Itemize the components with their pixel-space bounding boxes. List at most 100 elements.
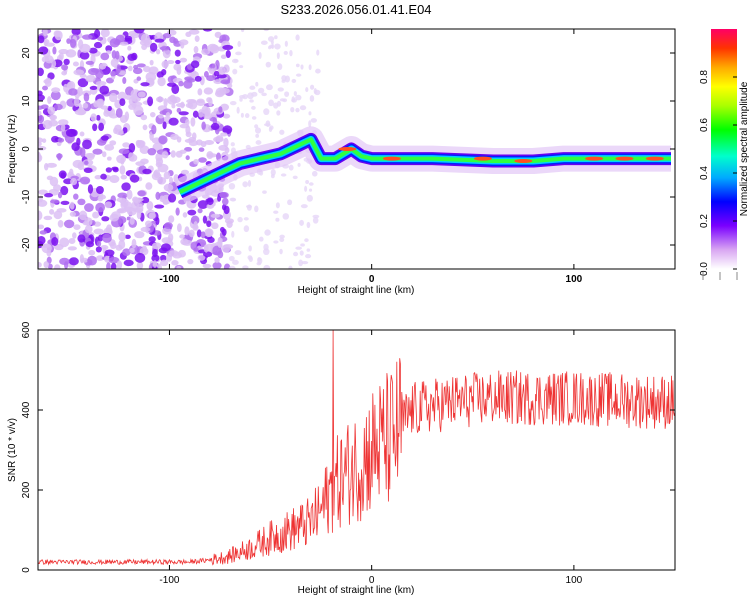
noise-blob (279, 98, 286, 102)
noise-blob (38, 152, 42, 162)
noise-blob (57, 119, 69, 126)
noise-blob (38, 261, 42, 268)
noise-blob (198, 157, 207, 163)
noise-blob (316, 49, 320, 56)
noise-blob (50, 90, 61, 101)
noise-blob (57, 137, 65, 143)
noise-blob (193, 221, 198, 230)
noise-blob (77, 78, 89, 88)
noise-blob (83, 92, 90, 102)
noise-blob (151, 124, 157, 135)
noise-blob (52, 46, 57, 55)
noise-blob (111, 50, 117, 59)
noise-blob (104, 201, 113, 209)
noise-blob (100, 245, 109, 250)
noise-blob (105, 45, 113, 52)
noise-blob (132, 208, 144, 213)
noise-blob (155, 217, 160, 225)
noise-blob (162, 48, 171, 59)
noise-blob (193, 46, 199, 54)
noise-blob (314, 89, 321, 96)
noise-blob (168, 117, 179, 126)
noise-blob (79, 51, 90, 60)
noise-blob (105, 77, 114, 84)
noise-blob (295, 246, 302, 250)
noise-blob (84, 203, 94, 212)
noise-blob (163, 183, 174, 192)
noise-blob (108, 256, 120, 264)
noise-blob (72, 232, 77, 239)
noise-blob (140, 82, 150, 87)
noise-blob (134, 231, 145, 239)
noise-blob (53, 103, 63, 111)
snr-xlabel: Height of straight line (km) (298, 585, 415, 596)
noise-blob (203, 112, 213, 120)
noise-blob (171, 103, 176, 109)
noise-blob (109, 175, 120, 184)
noise-blob (315, 68, 321, 74)
noise-blob (110, 58, 119, 68)
noise-blob (288, 164, 294, 171)
noise-blob (57, 219, 64, 228)
noise-blob (121, 182, 131, 191)
noise-blob (274, 43, 281, 50)
noise-blob (84, 153, 96, 158)
y-tick-label: 600 (21, 321, 32, 338)
noise-blob (259, 236, 264, 242)
noise-blob (228, 182, 236, 190)
noise-blob (176, 223, 182, 233)
noise-blob (157, 76, 166, 87)
noise-blob (168, 193, 177, 203)
noise-blob (141, 196, 150, 204)
noise-blob (100, 29, 110, 38)
colorbar: 0.0 0.2 0.4 0.6 0.8 Normalized spectral ampl… (699, 29, 750, 280)
noise-blob (265, 84, 273, 91)
noise-blob (60, 185, 69, 196)
noise-blob (60, 200, 70, 206)
trace-peak (615, 156, 634, 161)
noise-blob (124, 35, 133, 42)
noise-blob (308, 111, 312, 116)
noise-blob (77, 234, 86, 243)
noise-blob (176, 66, 182, 76)
noise-blob (61, 70, 68, 76)
noise-blob (288, 265, 293, 269)
noise-blob (308, 188, 313, 192)
noise-blob (117, 208, 125, 214)
noise-blob (190, 117, 196, 127)
noise-blob (275, 202, 280, 209)
noise-blob (109, 241, 117, 250)
noise-blob (203, 244, 209, 253)
noise-blob (295, 73, 302, 77)
noise-blob (97, 98, 105, 107)
noise-blob (57, 191, 63, 199)
noise-blob (155, 48, 161, 55)
noise-blob (178, 80, 184, 87)
noise-blob (115, 107, 123, 118)
noise-blob (163, 171, 171, 180)
noise-blob (53, 184, 62, 192)
noise-blob (65, 128, 77, 137)
noise-blob (231, 58, 239, 64)
noise-blob (298, 259, 304, 267)
noise-blob (221, 197, 229, 206)
noise-blob (129, 217, 135, 225)
noise-blob (170, 150, 176, 158)
noise-blob (90, 113, 97, 122)
x-tick-label: 0 (369, 575, 375, 586)
noise-blob (48, 119, 59, 127)
snr-ticks: -100 0 100 0 200 400 600 (21, 321, 675, 586)
noise-blob (311, 170, 318, 177)
noise-blob (270, 40, 274, 45)
noise-blob (149, 59, 154, 66)
noise-blob (184, 226, 190, 236)
noise-blob (71, 29, 81, 36)
noise-blob (249, 85, 256, 90)
noise-blob (59, 257, 70, 266)
noise-blob (257, 257, 263, 265)
noise-blob (79, 147, 86, 158)
colorbar-tick-label: 0.6 (699, 118, 710, 132)
trace-peak (585, 156, 604, 161)
noise-blob (160, 243, 171, 252)
